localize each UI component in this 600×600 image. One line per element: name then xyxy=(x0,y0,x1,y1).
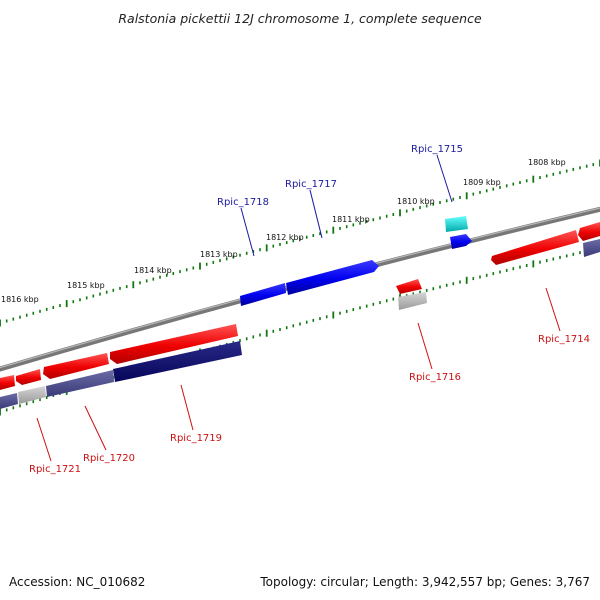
gene-rpic-1715-small[interactable] xyxy=(450,234,472,249)
gene-labels: Rpic_1715 Rpic_1717 Rpic_1718 Rpic_1714 … xyxy=(29,144,590,475)
feature-grey-1716[interactable] xyxy=(398,292,427,310)
gene-red-edge[interactable] xyxy=(0,375,15,390)
leader-rpic-1720 xyxy=(84,405,107,451)
kbp-label: 1810 kbp xyxy=(397,197,435,206)
gene-rpic-1715[interactable] xyxy=(445,216,468,232)
kbp-label: 1809 kbp xyxy=(463,178,501,187)
gene-rpic-1716[interactable] xyxy=(396,279,422,294)
gene-rpic-1719-red[interactable] xyxy=(110,324,238,364)
leader-rpic-1715 xyxy=(436,154,453,203)
leader-rpic-1721 xyxy=(36,417,52,462)
leader-rpic-1717 xyxy=(309,189,323,239)
gene-red-right-edge[interactable] xyxy=(578,222,600,241)
accession-text: Accession: NC_010682 xyxy=(9,575,145,589)
kbp-label: 1808 kbp xyxy=(528,158,566,167)
kbp-label: 1811 kbp xyxy=(332,215,370,224)
gene-label-rpic-1721[interactable]: Rpic_1721 xyxy=(29,464,81,475)
gene-rpic-1714[interactable] xyxy=(491,230,579,265)
gene-rpic-1718[interactable] xyxy=(240,283,286,306)
kbp-label: 1815 kbp xyxy=(67,281,105,290)
feature-navy-1719[interactable] xyxy=(113,341,242,382)
gene-label-rpic-1719[interactable]: Rpic_1719 xyxy=(170,433,222,444)
map-title: Ralstonia pickettii 12J chromosome 1, co… xyxy=(118,11,482,26)
kbp-label: 1812 kbp xyxy=(266,233,304,242)
gene-label-rpic-1715[interactable]: Rpic_1715 xyxy=(411,144,463,155)
gene-rpic-1717[interactable] xyxy=(286,260,379,295)
gene-label-rpic-1716[interactable]: Rpic_1716 xyxy=(409,372,461,383)
kbp-labels: 1808 kbp 1809 kbp 1810 kbp 1811 kbp 1812… xyxy=(1,158,566,304)
kbp-label: 1816 kbp xyxy=(1,295,39,304)
leader-rpic-1718 xyxy=(240,207,255,257)
leader-rpic-1719 xyxy=(180,384,194,431)
feature-grey-1721[interactable] xyxy=(18,386,46,404)
gene-red-small[interactable] xyxy=(16,369,41,385)
lower-ring-features xyxy=(0,239,600,409)
feature-slate-1720[interactable] xyxy=(46,370,114,397)
feature-slate-right[interactable] xyxy=(583,239,600,257)
gene-rpic-1720-red[interactable] xyxy=(43,353,109,379)
leader-rpic-1714 xyxy=(545,287,561,332)
gene-label-rpic-1717[interactable]: Rpic_1717 xyxy=(285,179,337,190)
feature-slate-edge[interactable] xyxy=(0,393,18,409)
reverse-strand-genes xyxy=(0,222,600,390)
leader-lines xyxy=(36,154,561,462)
leader-rpic-1716 xyxy=(417,322,433,370)
gene-label-rpic-1720[interactable]: Rpic_1720 xyxy=(83,453,135,464)
kbp-label: 1814 kbp xyxy=(134,266,172,275)
gene-label-rpic-1714[interactable]: Rpic_1714 xyxy=(538,334,590,345)
summary-text: Topology: circular; Length: 3,942,557 bp… xyxy=(259,575,590,589)
forward-strand-genes xyxy=(240,216,472,306)
gene-label-rpic-1718[interactable]: Rpic_1718 xyxy=(217,197,269,208)
inner-tick-track xyxy=(0,244,600,416)
kbp-label: 1813 kbp xyxy=(200,250,238,259)
